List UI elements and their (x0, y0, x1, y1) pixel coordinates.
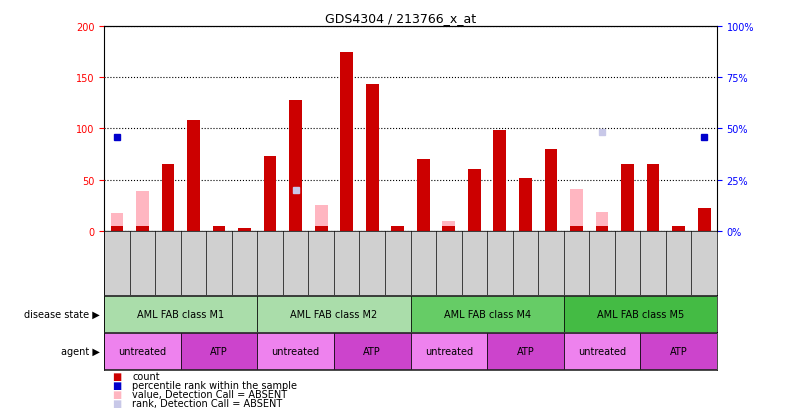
Text: value, Detection Call = ABSENT: value, Detection Call = ABSENT (132, 389, 288, 399)
Text: ATP: ATP (364, 346, 381, 356)
Text: GDS4304 / 213766_x_at: GDS4304 / 213766_x_at (325, 12, 476, 25)
Bar (392, 226, 405, 231)
Text: ATP: ATP (670, 346, 687, 356)
Bar (238, 228, 251, 231)
Text: ■: ■ (112, 371, 122, 381)
Bar (442, 226, 455, 231)
Bar (340, 52, 353, 231)
Text: untreated: untreated (119, 346, 167, 356)
Bar (212, 226, 225, 231)
Bar (468, 170, 481, 231)
Text: AML FAB class M5: AML FAB class M5 (597, 309, 684, 319)
Bar (564, 296, 717, 332)
Bar (545, 150, 557, 231)
Bar (162, 165, 175, 231)
Text: percentile rank within the sample: percentile rank within the sample (132, 380, 297, 390)
Bar (187, 121, 200, 231)
Bar (640, 333, 717, 369)
Text: disease state ▶: disease state ▶ (24, 309, 100, 319)
Bar (111, 214, 123, 231)
Text: rank, Detection Call = ABSENT: rank, Detection Call = ABSENT (132, 398, 283, 408)
Bar (417, 160, 429, 231)
Bar (596, 226, 609, 231)
Bar (136, 226, 149, 231)
Text: untreated: untreated (272, 346, 320, 356)
Bar (672, 226, 685, 231)
Bar (519, 178, 532, 231)
Bar (487, 333, 564, 369)
Bar (289, 100, 302, 231)
Bar (136, 191, 149, 231)
Bar (257, 333, 334, 369)
Text: count: count (132, 371, 159, 381)
Text: AML FAB class M1: AML FAB class M1 (137, 309, 224, 319)
Bar (315, 206, 328, 231)
Text: ATP: ATP (210, 346, 228, 356)
Text: ■: ■ (112, 389, 122, 399)
Bar (596, 213, 609, 231)
Text: untreated: untreated (578, 346, 626, 356)
Bar (570, 226, 583, 231)
Bar (621, 165, 634, 231)
Bar (493, 131, 506, 231)
Text: ■: ■ (112, 398, 122, 408)
Text: AML FAB class M4: AML FAB class M4 (444, 309, 531, 319)
Text: untreated: untreated (425, 346, 473, 356)
Bar (111, 226, 123, 231)
Bar (162, 219, 175, 231)
Text: ■: ■ (112, 380, 122, 390)
Bar (410, 333, 487, 369)
Text: ATP: ATP (517, 346, 534, 356)
Bar (257, 296, 410, 332)
Bar (646, 165, 659, 231)
Bar (410, 296, 564, 332)
Bar (564, 333, 640, 369)
Bar (104, 333, 181, 369)
Bar (698, 209, 710, 231)
Text: AML FAB class M2: AML FAB class M2 (290, 309, 377, 319)
Text: agent ▶: agent ▶ (61, 346, 100, 356)
Bar (366, 85, 379, 231)
Bar (264, 157, 276, 231)
Bar (334, 333, 410, 369)
Bar (104, 296, 257, 332)
Bar (570, 190, 583, 231)
Bar (315, 226, 328, 231)
Bar (545, 205, 557, 231)
Bar (442, 221, 455, 231)
Bar (181, 333, 257, 369)
